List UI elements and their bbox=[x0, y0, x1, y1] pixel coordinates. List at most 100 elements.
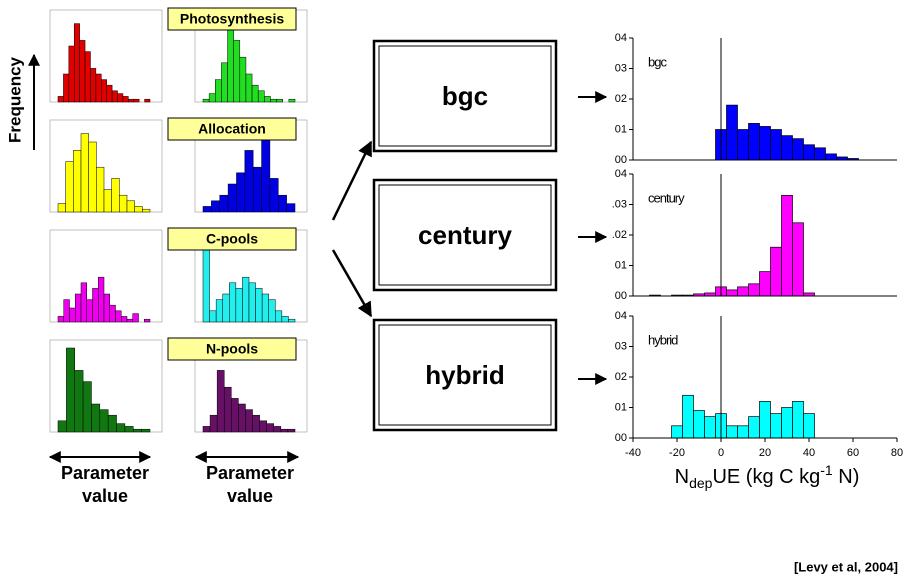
group-label-box bbox=[167, 337, 297, 361]
bar bbox=[227, 183, 237, 213]
bar bbox=[264, 96, 271, 103]
bar bbox=[221, 62, 228, 103]
citation: [Levy et al, 2004] bbox=[794, 559, 898, 574]
bar bbox=[74, 370, 84, 433]
bar bbox=[266, 423, 275, 433]
y-tick-label: 00 bbox=[615, 290, 627, 302]
bar bbox=[209, 414, 218, 433]
bar bbox=[229, 282, 237, 323]
bar bbox=[57, 420, 67, 433]
bar bbox=[682, 394, 694, 439]
bar bbox=[792, 138, 804, 161]
bar bbox=[737, 129, 749, 161]
flow-arrow bbox=[331, 140, 373, 221]
x-axis-title-part: N) bbox=[833, 466, 860, 488]
flow-arrow bbox=[331, 249, 373, 318]
bar bbox=[242, 276, 250, 323]
bar bbox=[80, 133, 89, 213]
bar bbox=[57, 203, 66, 213]
bar bbox=[288, 98, 296, 103]
x-axis-title-part: dep bbox=[689, 475, 713, 491]
bar bbox=[69, 307, 76, 323]
x-tick-label: -20 bbox=[669, 447, 685, 459]
bar bbox=[737, 286, 749, 297]
bar bbox=[75, 293, 82, 323]
bar bbox=[287, 428, 296, 433]
x-axis-title-part: -1 bbox=[820, 462, 833, 478]
y-tick-label: .02 bbox=[612, 229, 627, 241]
bar bbox=[202, 206, 212, 213]
bar bbox=[73, 23, 80, 103]
bar bbox=[693, 410, 705, 439]
bar bbox=[57, 96, 64, 103]
bar bbox=[96, 166, 105, 213]
bar bbox=[233, 40, 241, 103]
bar bbox=[248, 282, 256, 323]
x-axis-title: NdepUE (kg C kg-1 N) bbox=[675, 462, 860, 491]
bar bbox=[792, 401, 804, 439]
group-label-box bbox=[167, 117, 297, 141]
y-tick-label: 00 bbox=[615, 154, 627, 166]
bar bbox=[261, 138, 271, 213]
bar bbox=[73, 150, 82, 213]
bar bbox=[126, 318, 133, 323]
bar bbox=[252, 166, 262, 213]
frequency-label: Frequency bbox=[5, 56, 24, 143]
param-label: Parameter value bbox=[205, 463, 295, 506]
x-tick-label: 20 bbox=[759, 447, 771, 459]
bar bbox=[109, 304, 116, 323]
bar bbox=[726, 289, 738, 297]
bar bbox=[268, 299, 276, 323]
y-tick-label: 03 bbox=[615, 340, 627, 352]
bar bbox=[63, 73, 70, 103]
bar bbox=[68, 45, 75, 103]
bar bbox=[273, 426, 282, 433]
group-label: Allocation bbox=[198, 121, 266, 137]
bar bbox=[111, 90, 118, 103]
y-tick-label: .03 bbox=[612, 198, 627, 210]
bar bbox=[781, 135, 793, 161]
bar bbox=[726, 104, 738, 161]
y-tick-label: 02 bbox=[615, 93, 627, 105]
bar bbox=[759, 401, 771, 439]
bar bbox=[65, 161, 74, 213]
bar bbox=[238, 403, 246, 433]
panel-label: century bbox=[648, 190, 685, 205]
model-box-inner bbox=[378, 184, 552, 286]
y-tick-label: 04 bbox=[615, 168, 627, 180]
bar bbox=[66, 347, 75, 433]
bar bbox=[124, 426, 134, 433]
bar bbox=[257, 90, 265, 103]
bar bbox=[208, 93, 216, 103]
bar bbox=[276, 98, 283, 103]
bar bbox=[227, 17, 234, 103]
model-box-inner bbox=[378, 45, 552, 147]
bar bbox=[235, 288, 243, 323]
bar bbox=[122, 96, 129, 103]
bar bbox=[144, 98, 151, 103]
bar bbox=[103, 189, 112, 213]
x-tick-label: 60 bbox=[847, 447, 859, 459]
bar bbox=[117, 93, 124, 103]
bar bbox=[726, 425, 738, 439]
x-tick-label: -40 bbox=[625, 447, 641, 459]
bar bbox=[202, 248, 210, 323]
model-box-inner bbox=[378, 324, 552, 426]
y-tick-label: 04 bbox=[615, 32, 627, 44]
y-tick-label: 04 bbox=[615, 310, 627, 322]
bar bbox=[101, 79, 107, 103]
bar bbox=[792, 222, 804, 297]
panel-label: bgc bbox=[648, 54, 667, 69]
bar bbox=[133, 428, 142, 433]
bar bbox=[202, 426, 211, 433]
bar bbox=[142, 208, 151, 213]
bar bbox=[671, 425, 683, 439]
bar bbox=[275, 310, 283, 323]
model-box bbox=[372, 39, 558, 153]
bar bbox=[119, 194, 128, 213]
bar bbox=[280, 428, 289, 433]
bar bbox=[141, 428, 151, 433]
x-axis-title-part: UE (kg C kg bbox=[712, 466, 820, 488]
